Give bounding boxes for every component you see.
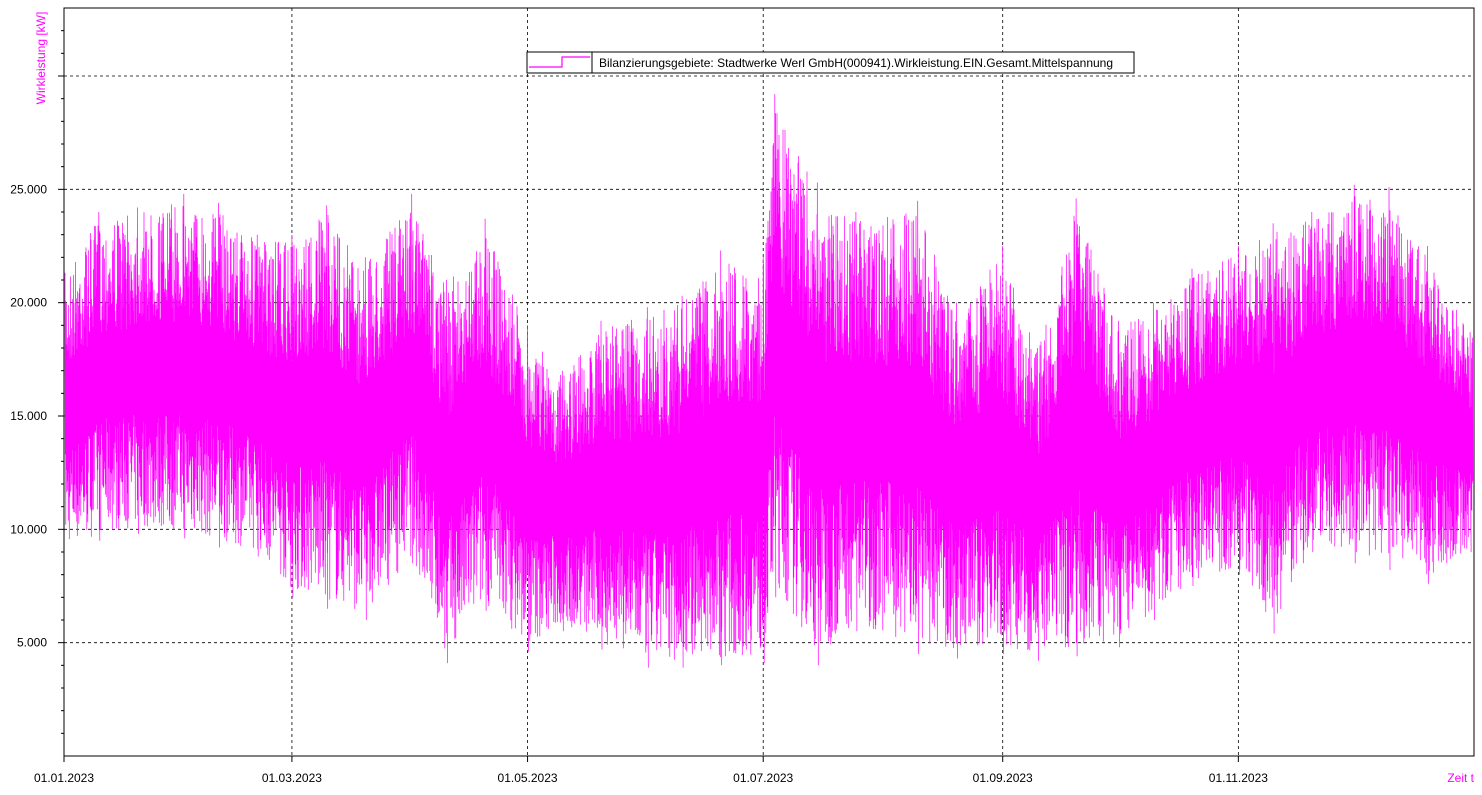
x-tick-label: 01.05.2023 [498, 771, 558, 785]
y-tick-label: 15.000 [10, 409, 47, 423]
y-axis-title: Wirkleistung [kW] [34, 12, 48, 105]
y-tick-label: 5.000 [17, 636, 47, 650]
axes [58, 30, 1239, 762]
legend: Bilanzierungsgebiete: Stadtwerke Werl Gm… [526, 51, 1135, 74]
legend-label: Bilanzierungsgebiete: Stadtwerke Werl Gm… [599, 56, 1113, 70]
legend-box [526, 51, 1135, 74]
x-tick-labels: 01.01.2023 01.03.2023 01.05.2023 01.07.2023… [34, 771, 1268, 785]
y-tick-label: 25.000 [10, 182, 47, 196]
legend-swatch-icon [529, 56, 590, 68]
y-tick-labels: 5.000 10.000 15.000 20.000 25.000 [10, 182, 47, 649]
y-tick-label: 20.000 [10, 296, 47, 310]
x-tick-label: 01.11.2023 [1209, 771, 1268, 785]
x-tick-label: 01.01.2023 [34, 771, 94, 785]
series-line [64, 94, 1474, 668]
x-axis-title: Zeit t [1447, 771, 1474, 785]
y-tick-label: 10.000 [10, 522, 47, 536]
x-tick-label: 01.07.2023 [733, 771, 793, 785]
series-waveform [64, 94, 1474, 668]
x-tick-label: 01.03.2023 [262, 771, 322, 785]
x-tick-label: 01.09.2023 [973, 771, 1033, 785]
